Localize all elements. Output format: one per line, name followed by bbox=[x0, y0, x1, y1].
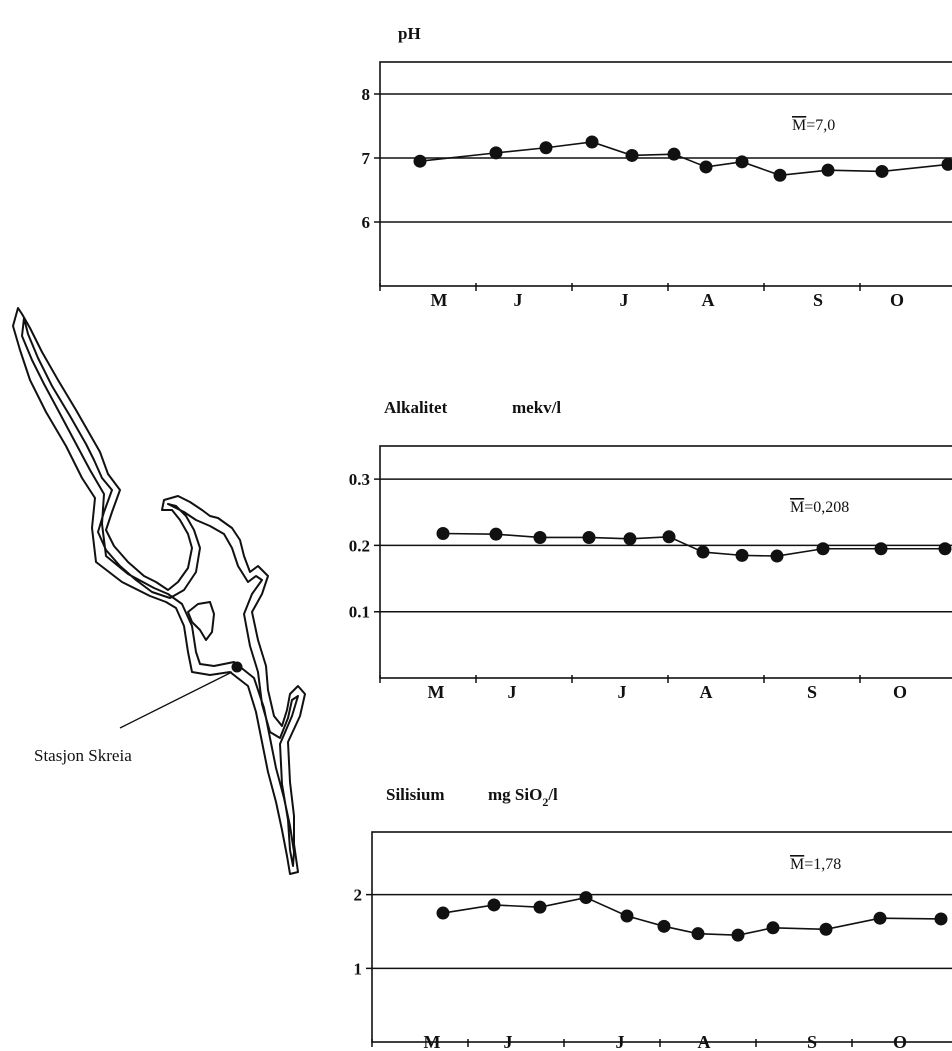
data-point bbox=[699, 160, 713, 174]
mean-value: =0,208 bbox=[804, 499, 849, 516]
month-label: A bbox=[702, 290, 715, 310]
month-label: O bbox=[893, 682, 907, 702]
lake-outline-outer bbox=[12, 307, 306, 875]
data-point bbox=[413, 154, 427, 168]
data-point bbox=[623, 532, 637, 546]
y-tick-label: 8 bbox=[362, 85, 371, 104]
data-point bbox=[766, 921, 780, 935]
series-line bbox=[419, 141, 949, 177]
data-point bbox=[821, 163, 835, 177]
chart-title: pH bbox=[398, 24, 421, 43]
data-point bbox=[533, 900, 547, 914]
y-tick-label: 1 bbox=[354, 959, 363, 978]
plot-frame bbox=[379, 445, 952, 679]
month-label: A bbox=[698, 1032, 711, 1051]
plot-frame bbox=[371, 831, 952, 1043]
data-point bbox=[770, 549, 784, 563]
station-marker bbox=[231, 661, 243, 673]
month-label: J bbox=[508, 682, 517, 702]
data-point bbox=[487, 898, 501, 912]
data-point bbox=[582, 530, 596, 544]
data-point bbox=[819, 922, 833, 936]
chart-unit: mg SiO2/l bbox=[488, 785, 558, 809]
month-label: J bbox=[618, 682, 627, 702]
data-point bbox=[938, 542, 952, 556]
mean-symbol: M bbox=[790, 856, 804, 873]
lake-island bbox=[187, 601, 215, 641]
y-tick-label: 2 bbox=[354, 886, 363, 905]
data-point bbox=[816, 542, 830, 556]
data-point bbox=[436, 906, 450, 920]
unit-tail: /l bbox=[547, 785, 558, 804]
month-label: J bbox=[514, 290, 523, 310]
month-label: M bbox=[428, 682, 445, 702]
station-pointer-line bbox=[119, 671, 233, 729]
data-point bbox=[941, 157, 952, 171]
y-tick-label: 0.1 bbox=[349, 603, 370, 622]
month-label: J bbox=[620, 290, 629, 310]
mean-label: M=1,78 bbox=[790, 856, 841, 873]
mean-value: =1,78 bbox=[804, 856, 841, 873]
y-tick-label: 6 bbox=[362, 213, 371, 232]
month-label: M bbox=[431, 290, 448, 310]
month-label: A bbox=[700, 682, 713, 702]
mean-symbol: M bbox=[790, 499, 804, 516]
chart-title: Silisium bbox=[386, 785, 445, 804]
unit-main: mg SiO bbox=[488, 785, 542, 804]
data-point bbox=[657, 919, 671, 933]
data-point bbox=[735, 155, 749, 169]
mean-symbol: M bbox=[792, 117, 806, 134]
data-point bbox=[436, 526, 450, 540]
chart-unit: mekv/l bbox=[512, 398, 561, 417]
mean-label: M=7,0 bbox=[792, 117, 835, 134]
series-line bbox=[442, 532, 945, 557]
data-point bbox=[735, 548, 749, 562]
data-point bbox=[539, 141, 553, 155]
data-point bbox=[489, 527, 503, 541]
unit-subscript: 2 bbox=[542, 795, 548, 809]
month-label: J bbox=[616, 1032, 625, 1051]
data-point bbox=[874, 542, 888, 556]
data-point bbox=[667, 147, 681, 161]
data-point bbox=[773, 168, 787, 182]
lake-outline-inner bbox=[21, 317, 299, 867]
y-tick-label: 0.2 bbox=[349, 536, 370, 555]
month-label: S bbox=[813, 290, 823, 310]
y-tick-label: 0.3 bbox=[349, 470, 370, 489]
data-point bbox=[875, 164, 889, 178]
month-label: J bbox=[504, 1032, 513, 1051]
mean-value: =7,0 bbox=[806, 117, 835, 134]
data-point bbox=[731, 928, 745, 942]
data-point bbox=[625, 148, 639, 162]
month-label: M bbox=[424, 1032, 441, 1051]
data-point bbox=[662, 530, 676, 544]
data-point bbox=[585, 135, 599, 149]
chart-title: Alkalitet bbox=[384, 398, 448, 417]
data-point bbox=[934, 912, 948, 926]
data-point bbox=[691, 927, 705, 941]
series-line bbox=[442, 896, 942, 936]
y-tick-label: 7 bbox=[362, 149, 371, 168]
plot-frame bbox=[379, 61, 952, 287]
data-point bbox=[489, 146, 503, 160]
data-point bbox=[873, 911, 887, 925]
month-label: S bbox=[807, 1032, 817, 1051]
month-label: O bbox=[893, 1032, 907, 1051]
mean-label: M=0,208 bbox=[790, 499, 849, 516]
data-point bbox=[579, 891, 593, 905]
month-label: O bbox=[890, 290, 904, 310]
data-point bbox=[696, 545, 710, 559]
lake-map bbox=[12, 307, 306, 875]
data-point bbox=[533, 530, 547, 544]
data-point bbox=[620, 909, 634, 923]
station-label: Stasjon Skreia bbox=[34, 746, 132, 765]
month-label: S bbox=[807, 682, 817, 702]
